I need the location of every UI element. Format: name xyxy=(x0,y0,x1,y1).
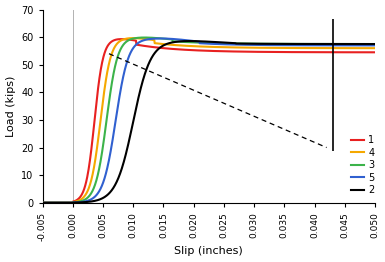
Y-axis label: Load (kips): Load (kips) xyxy=(5,75,15,137)
Legend: 1, 4, 3, 5, 2: 1, 4, 3, 5, 2 xyxy=(347,131,378,199)
X-axis label: Slip (inches): Slip (inches) xyxy=(174,247,243,256)
